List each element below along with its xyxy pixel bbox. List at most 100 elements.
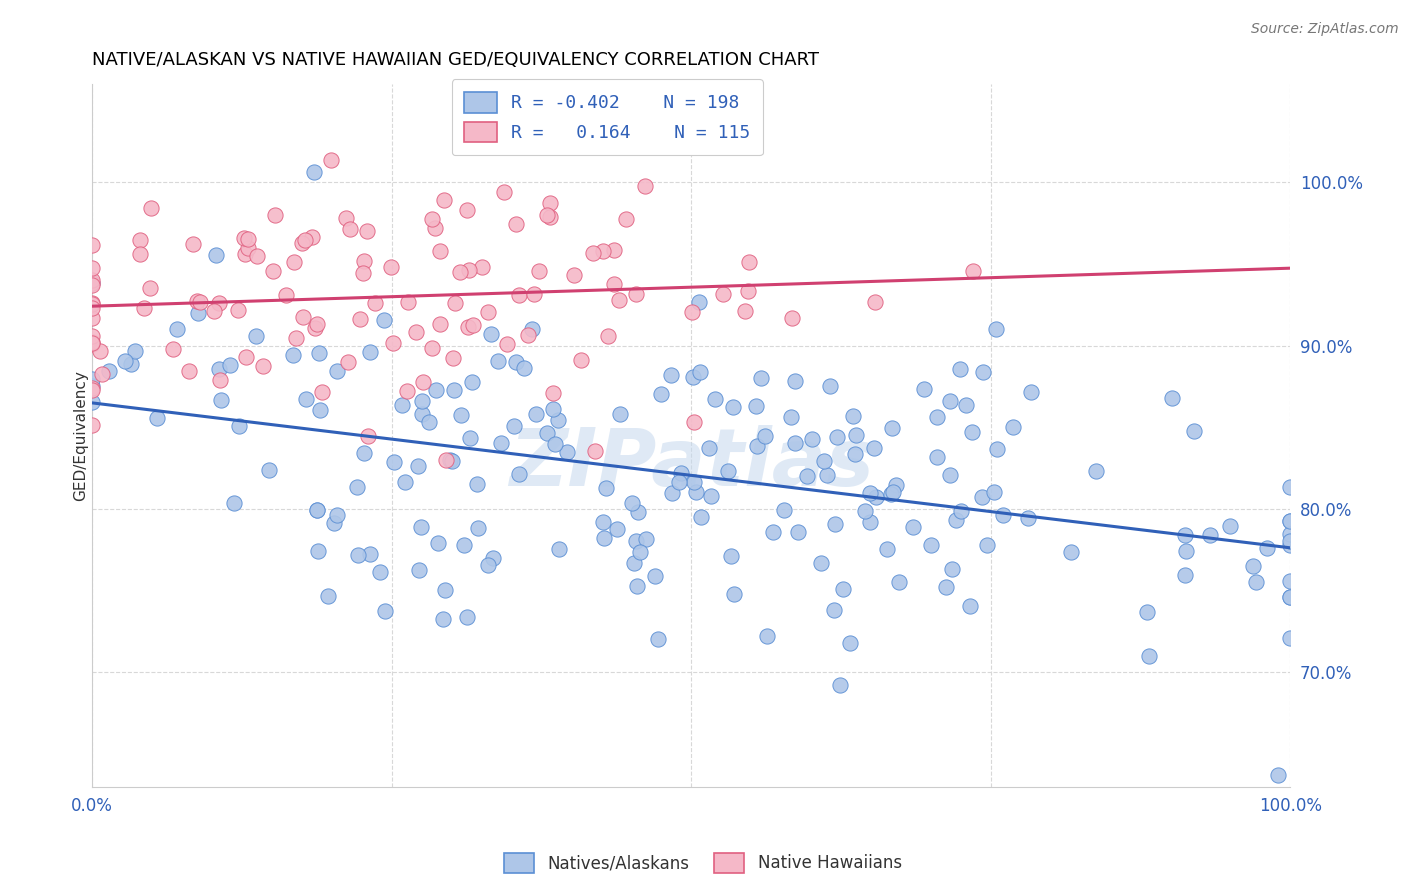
Point [962, 264, 984, 278]
Point [830, 678, 852, 692]
Point [82, 311, 104, 326]
Point [595, 481, 617, 495]
Point [935, 580, 957, 594]
Point [538, 196, 561, 211]
Point [138, 281, 160, 295]
Point [82, 372, 104, 386]
Point [880, 487, 903, 501]
Point [820, 378, 842, 392]
Point [689, 365, 711, 379]
Point [991, 508, 1014, 522]
Point [235, 350, 257, 364]
Point [411, 407, 433, 421]
Point [614, 212, 637, 227]
Point [1085, 464, 1108, 478]
Point [82, 336, 104, 351]
Point [353, 254, 375, 268]
Point [205, 248, 228, 262]
Point [145, 411, 167, 425]
Point [824, 516, 846, 531]
Point [82, 336, 104, 351]
Point [308, 346, 330, 360]
Point [661, 486, 683, 500]
Point [737, 284, 759, 298]
Point [394, 475, 416, 490]
Point [925, 409, 948, 424]
Point [517, 328, 540, 343]
Point [887, 574, 910, 589]
Point [1279, 534, 1302, 549]
Point [222, 495, 245, 509]
Point [682, 369, 704, 384]
Point [624, 533, 647, 548]
Point [82, 329, 104, 343]
Point [434, 453, 457, 467]
Point [593, 531, 616, 545]
Point [281, 348, 304, 362]
Point [523, 286, 546, 301]
Point [502, 419, 524, 434]
Point [1256, 541, 1278, 555]
Point [562, 268, 585, 283]
Point [744, 399, 766, 413]
Point [411, 520, 433, 534]
Point [865, 490, 887, 504]
Point [325, 508, 347, 522]
Point [411, 393, 433, 408]
Point [82, 394, 104, 409]
Point [98, 364, 121, 378]
Point [522, 322, 544, 336]
Point [238, 241, 260, 255]
Point [606, 522, 628, 536]
Point [395, 384, 418, 399]
Point [825, 429, 848, 443]
Point [1279, 527, 1302, 541]
Point [461, 318, 484, 332]
Point [307, 543, 329, 558]
Point [626, 579, 648, 593]
Point [374, 604, 396, 618]
Point [513, 361, 536, 376]
Point [1175, 544, 1198, 558]
Point [179, 364, 201, 378]
Point [408, 563, 430, 577]
Point [443, 295, 465, 310]
Point [582, 245, 605, 260]
Point [439, 452, 461, 467]
Point [352, 267, 374, 281]
Point [720, 549, 742, 563]
Point [813, 453, 835, 467]
Point [406, 459, 429, 474]
Point [598, 329, 620, 343]
Point [425, 383, 447, 397]
Point [1136, 605, 1159, 619]
Point [713, 287, 735, 301]
Point [423, 220, 446, 235]
Point [432, 612, 454, 626]
Point [1173, 568, 1195, 582]
Point [683, 475, 706, 490]
Point [294, 233, 316, 247]
Point [82, 301, 104, 316]
Point [391, 398, 413, 412]
Point [186, 294, 208, 309]
Point [181, 236, 204, 251]
Point [527, 264, 550, 278]
Point [238, 232, 260, 246]
Point [82, 379, 104, 393]
Point [441, 453, 464, 467]
Point [1060, 545, 1083, 559]
Point [305, 502, 328, 516]
Point [972, 365, 994, 379]
Point [496, 337, 519, 351]
Point [592, 515, 614, 529]
Point [949, 503, 972, 517]
Point [470, 260, 492, 274]
Point [82, 296, 104, 310]
Text: ZIPatlas: ZIPatlas [509, 425, 873, 502]
Point [457, 319, 479, 334]
Point [583, 443, 606, 458]
Point [845, 428, 868, 442]
Point [536, 425, 558, 440]
Point [477, 558, 499, 572]
